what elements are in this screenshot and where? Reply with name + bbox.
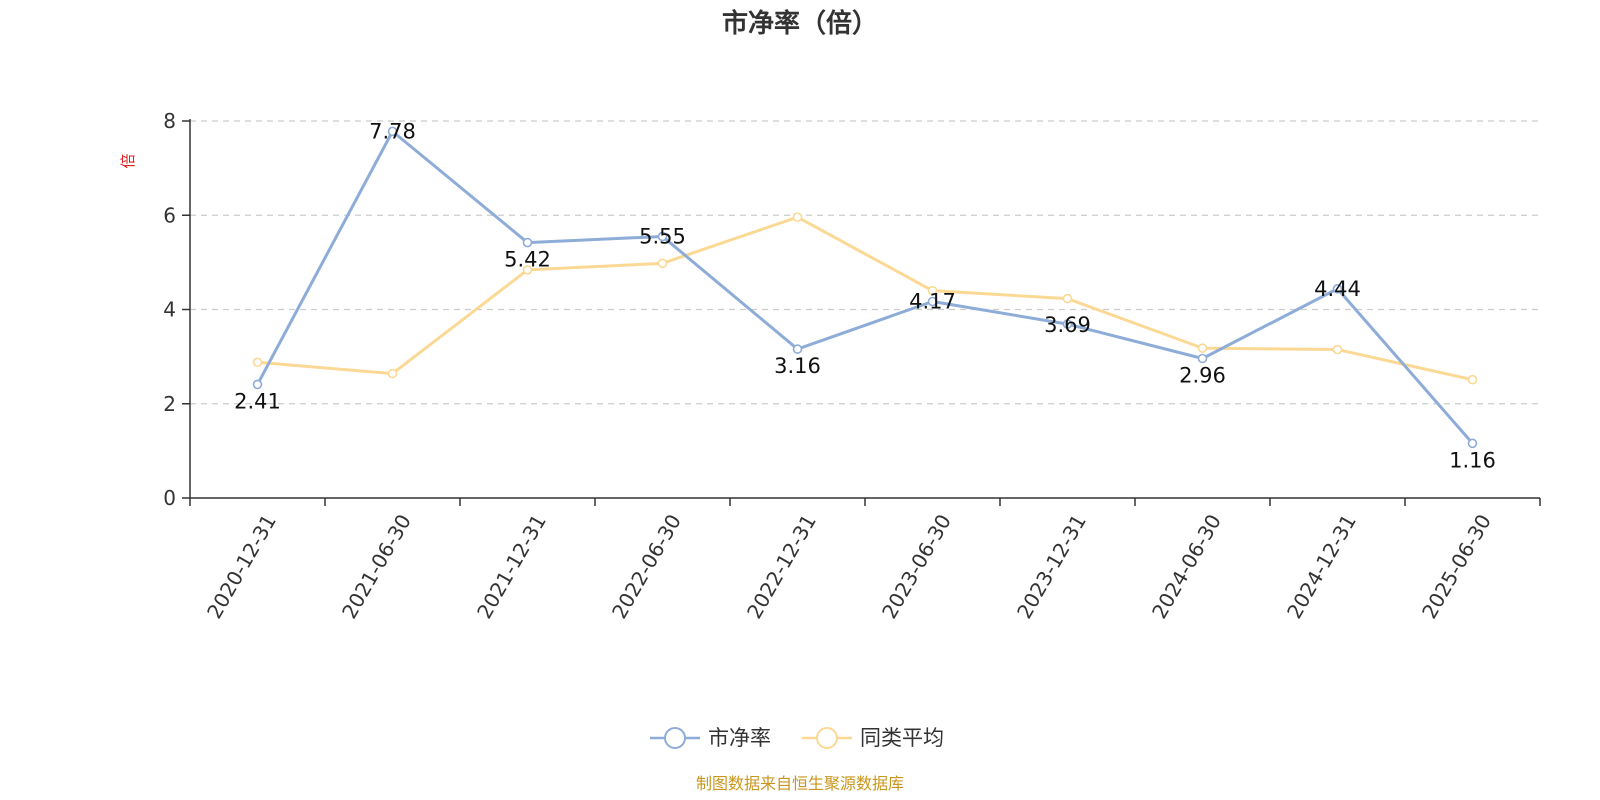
data-point [792,344,803,354]
series-group [252,126,1478,449]
data-point [522,265,533,275]
source-note: 制图数据来自恒生聚源数据库 [696,774,904,793]
series-line-0 [256,129,1474,445]
x-tick-label: 2024-12-31 [1282,510,1361,623]
y-tick-label: 2 [163,392,176,416]
data-point [1332,344,1343,355]
data-point [252,379,263,390]
y-tick-label: 0 [163,486,176,510]
x-tick-label: 2021-12-31 [472,510,551,623]
data-label: 7.78 [369,119,416,143]
data-point [387,126,398,137]
x-tick-label: 2022-06-30 [607,510,686,623]
data-label: 2.41 [234,389,281,413]
x-tick-label: 2025-06-30 [1417,510,1496,623]
data-label: 4.17 [909,289,956,313]
data-label: 2.96 [1179,364,1226,388]
axes: 0 2 4 6 8 2020-12-31 2021-06-30 2021-12-31 2022-… [163,109,1541,623]
y-tick-label: 6 [163,203,176,227]
chart-title: 市净率（倍） [722,8,878,39]
data-point [1197,343,1208,353]
data-point [927,296,938,307]
legend-item-0[interactable]: 市净率 [650,726,771,750]
grid-lines [190,120,1540,405]
data-point [522,237,533,248]
data-label: 3.69 [1044,313,1091,337]
data-point [387,368,398,379]
x-tick-label: 2023-12-31 [1012,510,1091,623]
legend-item-1[interactable]: 同类平均 [802,726,944,750]
data-point [252,357,263,368]
x-tick-label: 2024-06-30 [1147,510,1226,623]
data-point [657,231,668,242]
data-point [1332,283,1343,294]
x-tick-label: 2023-06-30 [877,510,956,623]
data-label: 4.44 [1314,277,1361,301]
legend-label: 同类平均 [860,726,944,750]
x-tick-label: 2020-12-31 [202,510,281,623]
data-point [1197,353,1208,364]
data-point [1467,374,1478,385]
data-point [1062,293,1073,304]
legend-marker-icon [816,727,838,749]
data-labels: 2.41 7.78 5.42 5.55 3.16 4.17 3.69 2.96 4.44 1.16 [234,119,1496,472]
data-label: 5.55 [639,224,686,248]
data-point [792,212,803,222]
data-label: 5.42 [504,248,551,272]
legend-label: 市净率 [708,726,771,750]
y-tick-label: 8 [163,109,176,133]
data-point [1062,319,1073,329]
data-label: 1.16 [1449,448,1496,472]
data-point [927,285,938,296]
data-point [1467,438,1478,449]
x-tick-label: 2021-06-30 [337,510,416,623]
y-tick-label: 4 [163,298,176,322]
legend[interactable]: 市净率 同类平均 [650,726,944,750]
x-tick-label: 2022-12-31 [742,510,821,623]
data-point [657,258,668,269]
data-label: 3.16 [774,354,821,378]
y-axis-label: 倍 [119,153,137,168]
legend-marker-icon [664,727,686,749]
series-line-1 [257,215,1473,382]
